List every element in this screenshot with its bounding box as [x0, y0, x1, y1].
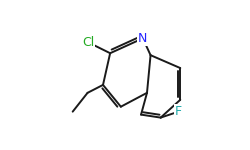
Text: F: F [175, 105, 182, 118]
Text: N: N [138, 32, 147, 45]
Text: Cl: Cl [82, 36, 94, 49]
